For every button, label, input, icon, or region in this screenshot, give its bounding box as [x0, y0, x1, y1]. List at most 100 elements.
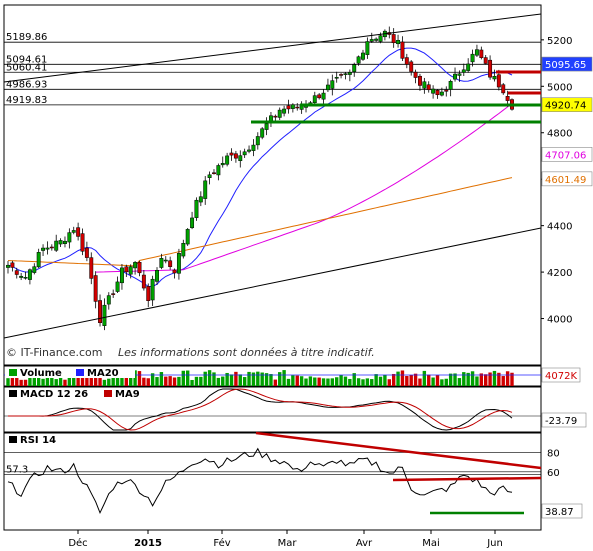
volume-value-box: [541, 367, 581, 383]
disclaimer: Les informations sont données à titre in…: [118, 346, 375, 359]
volume-bar: [273, 379, 278, 386]
y-tick-label: 4000: [547, 315, 572, 326]
candle-body: [84, 247, 89, 258]
volume-bar: [107, 378, 111, 386]
candle-body: [225, 155, 230, 165]
volume-bar: [124, 374, 129, 386]
candle-body: [413, 71, 418, 78]
volume-bar: [229, 374, 234, 386]
macd-ma9-label: MA9: [115, 389, 140, 400]
volume-bar: [492, 370, 497, 386]
candle-body: [448, 80, 453, 90]
volume-bar: [396, 371, 400, 386]
rsi-level-label: 57.3: [6, 464, 28, 475]
candle-body: [461, 69, 466, 73]
rsi-legend-label: RSI 14: [20, 435, 56, 446]
volume-bar: [260, 372, 264, 386]
candle-body: [255, 136, 260, 146]
volume-bar: [150, 373, 155, 386]
volume-bar: [413, 373, 418, 386]
candle-body: [439, 91, 444, 96]
volume-bar: [172, 377, 177, 386]
level-label: 5094.61: [6, 54, 47, 65]
candle-body: [115, 281, 120, 292]
volume-bar: [334, 377, 339, 386]
macd-ma9-swatch: [104, 390, 112, 397]
candle-body: [54, 240, 59, 251]
y-tick-label: 4400: [547, 222, 572, 233]
candle-body: [10, 262, 15, 268]
macd-line: [8, 388, 513, 431]
volume-bar: [418, 378, 422, 386]
candle-body: [159, 258, 164, 268]
candle-body: [203, 180, 208, 199]
candle-body: [247, 149, 251, 152]
volume-bar: [32, 374, 36, 386]
price-panel: 40004200440046004800500052005189.865094.…: [3, 4, 593, 366]
volume-bar: [181, 370, 186, 386]
candle-body: [124, 266, 129, 273]
rsi-resistance-red: [392, 476, 542, 482]
volume-bar: [286, 378, 291, 386]
volume-bar: [23, 379, 28, 386]
volume-bar: [199, 376, 203, 386]
candle-body: [505, 96, 510, 101]
candle-body: [321, 92, 326, 100]
ma50-line: [95, 103, 513, 273]
candle-body: [163, 259, 168, 262]
candle-body: [330, 80, 335, 89]
volume-bar: [440, 379, 444, 386]
candle-body: [479, 49, 484, 58]
candle-body: [76, 227, 81, 237]
volume-bar: [216, 377, 221, 386]
volume-bar: [36, 373, 41, 386]
candle-body: [185, 229, 190, 245]
volume-bar: [378, 376, 383, 386]
volume-bar: [352, 373, 356, 386]
candle-body: [343, 73, 348, 75]
candle-body: [80, 233, 85, 252]
candle-body: [374, 38, 379, 41]
candle-body: [378, 35, 383, 42]
macd-value-label: -23.79: [545, 416, 577, 427]
candle-body: [49, 246, 54, 249]
rsi-legend-swatch: [9, 436, 17, 443]
volume-bar: [6, 378, 10, 386]
volume-bar: [348, 378, 352, 386]
candle-body: [470, 53, 475, 63]
candle-body: [238, 155, 243, 162]
candle-body: [269, 115, 273, 122]
candle-body: [172, 269, 177, 274]
y-tick-label: 5200: [547, 36, 572, 47]
volume-bar: [85, 376, 89, 386]
candle-body: [168, 260, 173, 267]
x-tick-label: Jun: [486, 538, 503, 549]
candle-body: [347, 72, 352, 75]
candle-body: [352, 64, 357, 72]
candle-body: [396, 39, 401, 45]
candle-body: [220, 163, 225, 166]
volume-bar: [45, 377, 50, 386]
volume-bar: [142, 377, 146, 386]
macd-legend-label: MACD 12 26: [20, 389, 88, 400]
candle-body: [32, 266, 37, 273]
volume-bar: [98, 372, 102, 386]
ma100-value-label: 4601.49: [545, 175, 586, 186]
volume-bar: [58, 375, 63, 386]
candle-body: [229, 152, 234, 156]
candle-body: [27, 269, 32, 280]
volume-ma20-label: MA20: [87, 368, 119, 379]
candle-body: [418, 75, 422, 86]
volume-bar: [497, 372, 501, 386]
candle-body: [492, 76, 497, 80]
volume-bar: [374, 374, 378, 386]
volume-bar: [317, 377, 321, 386]
candle-body: [89, 257, 94, 279]
volume-bar: [282, 370, 286, 386]
volume-bar: [155, 377, 159, 386]
candle-body: [444, 89, 449, 92]
volume-bar: [89, 371, 93, 386]
volume-bar: [304, 378, 308, 386]
candle-body: [317, 94, 322, 99]
price-value-label: 4920.74: [545, 101, 586, 112]
